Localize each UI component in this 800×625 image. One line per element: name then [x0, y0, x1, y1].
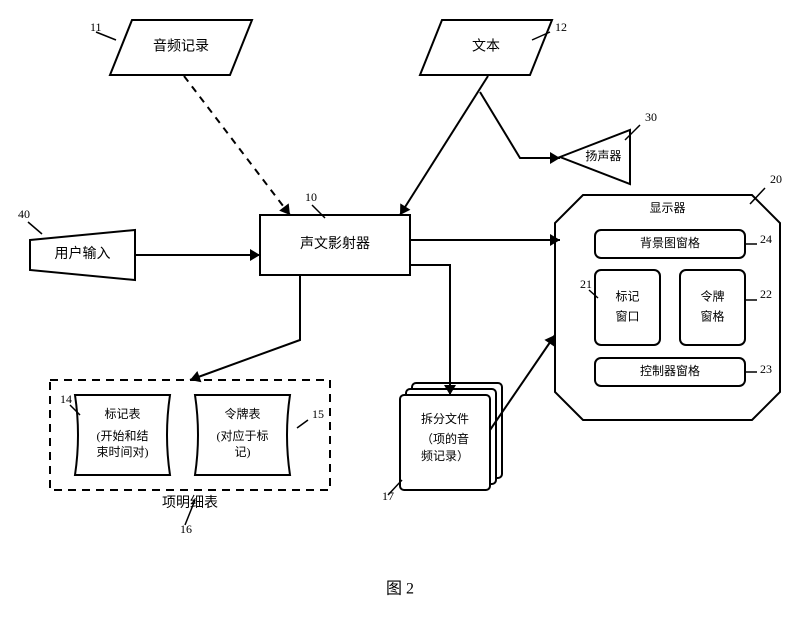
svg-text:令牌表: 令牌表 — [224, 406, 260, 421]
svg-text:控制器窗格: 控制器窗格 — [640, 363, 700, 378]
svg-text:窗口: 窗口 — [615, 309, 639, 323]
svg-text:21: 21 — [580, 277, 592, 291]
svg-text:23: 23 — [760, 362, 772, 376]
svg-text:束时间对): 束时间对) — [97, 445, 149, 459]
svg-text:24: 24 — [760, 232, 772, 246]
svg-text:标记: 标记 — [615, 289, 639, 303]
svg-text:10: 10 — [305, 190, 317, 204]
svg-text:30: 30 — [645, 110, 657, 124]
svg-text:背景图窗格: 背景图窗格 — [640, 235, 700, 250]
svg-text:11: 11 — [90, 20, 102, 34]
svg-text:拆分文件: 拆分文件 — [421, 411, 469, 426]
svg-text:文本: 文本 — [472, 39, 500, 55]
svg-text:图 2: 图 2 — [386, 581, 414, 598]
svg-text:音频记录: 音频记录 — [153, 38, 209, 55]
svg-text:20: 20 — [770, 172, 782, 186]
svg-text:40: 40 — [18, 207, 30, 221]
svg-text:14: 14 — [60, 392, 72, 406]
svg-text:标记表: 标记表 — [104, 407, 140, 421]
svg-text:声文影射器: 声文影射器 — [300, 236, 370, 252]
svg-text:频记录）: 频记录） — [421, 449, 469, 463]
svg-text:12: 12 — [555, 20, 567, 34]
svg-text:项明细表: 项明细表 — [162, 495, 218, 511]
svg-text:22: 22 — [760, 287, 772, 301]
svg-text:显示器: 显示器 — [649, 201, 685, 215]
svg-text:扬声器: 扬声器 — [585, 148, 621, 163]
svg-text:记): 记) — [235, 445, 251, 459]
svg-text:窗格: 窗格 — [700, 308, 724, 323]
svg-text:用户输入: 用户输入 — [55, 245, 111, 262]
svg-text:15: 15 — [312, 407, 324, 421]
svg-text:令牌: 令牌 — [700, 288, 724, 303]
svg-text:(开始和结: (开始和结 — [97, 429, 149, 443]
svg-text:(对应于标: (对应于标 — [217, 428, 269, 443]
svg-text:（项的音: （项的音 — [421, 431, 469, 446]
